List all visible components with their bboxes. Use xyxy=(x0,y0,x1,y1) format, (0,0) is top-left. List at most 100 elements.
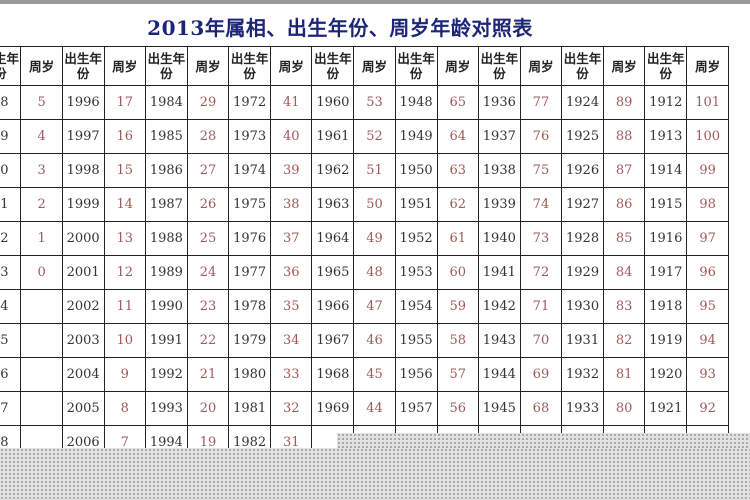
table-row: 0851996171984291972411960531948651936771… xyxy=(0,85,729,120)
table-row: 0941997161985281973401961521949641937761… xyxy=(0,119,729,154)
header-birth-year: 出生年份 xyxy=(61,46,105,86)
birth-year-cell: 1977 xyxy=(228,255,272,290)
birth-year-cell: 1942 xyxy=(477,289,521,324)
header-age: 周岁 xyxy=(436,46,479,86)
age-cell: 58 xyxy=(436,323,479,358)
age-cell: 57 xyxy=(436,357,479,392)
age-cell: 83 xyxy=(602,289,646,324)
birth-year-cell: 1953 xyxy=(394,255,438,290)
birth-year-cell: 1974 xyxy=(228,153,272,188)
birth-year-cell: 1957 xyxy=(394,391,438,426)
header-birth-year: 出生年份 xyxy=(644,46,688,86)
age-cell: 16 xyxy=(103,119,146,154)
age-cell: 38 xyxy=(270,187,313,222)
age-cell: 21 xyxy=(186,357,230,392)
age-cell: 68 xyxy=(519,391,563,426)
age-cell: 28 xyxy=(186,119,230,154)
age-cell: 81 xyxy=(602,357,646,392)
birth-year-cell: 1992 xyxy=(144,357,188,392)
age-cell: 39 xyxy=(270,153,313,188)
title-text: 2013年属相、出生年份、周岁年龄对照表 xyxy=(147,16,533,40)
age-cell: 52 xyxy=(353,119,396,154)
header-age: 周岁 xyxy=(20,46,63,86)
age-cell: 75 xyxy=(519,153,563,188)
age-cell: 0 xyxy=(20,255,63,290)
zodiac-age-table: 出生年份周岁出生年份周岁出生年份周岁出生年份周岁出生年份周岁出生年份周岁出生年份… xyxy=(0,46,729,460)
birth-year-cell: 1914 xyxy=(644,153,688,188)
age-cell: 36 xyxy=(270,255,313,290)
age-cell: 24 xyxy=(186,255,230,290)
age-cell xyxy=(20,391,63,426)
age-cell: 45 xyxy=(353,357,396,392)
birth-year-cell: 1972 xyxy=(228,85,272,120)
age-cell: 92 xyxy=(686,391,729,426)
age-cell: 17 xyxy=(103,85,146,120)
age-cell: 101 xyxy=(686,85,729,120)
age-cell: 56 xyxy=(436,391,479,426)
age-cell: 62 xyxy=(436,187,479,222)
age-cell: 97 xyxy=(686,221,729,256)
header-birth-year: 出生年份 xyxy=(394,46,438,86)
birth-year-cell: 1950 xyxy=(394,153,438,188)
birth-year-cell: 17 xyxy=(0,391,22,426)
age-cell: 60 xyxy=(436,255,479,290)
header-age: 周岁 xyxy=(270,46,313,86)
birth-year-cell: 1966 xyxy=(311,289,355,324)
birth-year-cell: 1997 xyxy=(61,119,105,154)
birth-year-cell: 1915 xyxy=(644,187,688,222)
header-birth-year: 出生年份 xyxy=(311,46,355,86)
birth-year-cell: 1984 xyxy=(144,85,188,120)
birth-year-cell: 1938 xyxy=(477,153,521,188)
age-cell: 32 xyxy=(270,391,313,426)
age-cell: 1 xyxy=(20,221,63,256)
birth-year-cell: 1918 xyxy=(644,289,688,324)
age-cell: 82 xyxy=(602,323,646,358)
age-cell: 11 xyxy=(103,289,146,324)
birth-year-cell: 1932 xyxy=(561,357,604,392)
birth-year-cell: 1978 xyxy=(228,289,272,324)
age-cell: 26 xyxy=(186,187,230,222)
birth-year-cell: 1943 xyxy=(477,323,521,358)
birth-year-cell: 1961 xyxy=(311,119,355,154)
age-cell: 84 xyxy=(602,255,646,290)
age-cell: 96 xyxy=(686,255,729,290)
birth-year-cell: 1925 xyxy=(561,119,604,154)
birth-year-cell: 1998 xyxy=(61,153,105,188)
birth-year-cell: 1990 xyxy=(144,289,188,324)
birth-year-cell: 15 xyxy=(0,323,22,358)
birth-year-cell: 1927 xyxy=(561,187,604,222)
top-border xyxy=(0,0,750,4)
age-cell: 22 xyxy=(186,323,230,358)
age-cell: 4 xyxy=(20,119,63,154)
image-overlay xyxy=(0,448,750,500)
age-cell: 23 xyxy=(186,289,230,324)
birth-year-cell: 1985 xyxy=(144,119,188,154)
birth-year-cell: 1980 xyxy=(228,357,272,392)
birth-year-cell: 1956 xyxy=(394,357,438,392)
birth-year-cell: 1941 xyxy=(477,255,521,290)
age-cell: 3 xyxy=(20,153,63,188)
birth-year-cell: 1951 xyxy=(394,187,438,222)
age-cell: 27 xyxy=(186,153,230,188)
header-age: 周岁 xyxy=(186,46,230,86)
age-cell: 51 xyxy=(353,153,396,188)
birth-year-cell: 1969 xyxy=(311,391,355,426)
birth-year-cell: 1963 xyxy=(311,187,355,222)
birth-year-cell: 1993 xyxy=(144,391,188,426)
birth-year-cell: 2003 xyxy=(61,323,105,358)
birth-year-cell: 1986 xyxy=(144,153,188,188)
age-cell: 29 xyxy=(186,85,230,120)
header-age: 周岁 xyxy=(686,46,729,86)
birth-year-cell: 13 xyxy=(0,255,22,290)
header-birth-year: 出生年份 xyxy=(561,46,604,86)
birth-year-cell: 1913 xyxy=(644,119,688,154)
birth-year-cell: 09 xyxy=(0,119,22,154)
birth-year-cell: 1965 xyxy=(311,255,355,290)
birth-year-cell: 1930 xyxy=(561,289,604,324)
birth-year-cell: 1952 xyxy=(394,221,438,256)
birth-year-cell: 1979 xyxy=(228,323,272,358)
age-cell: 34 xyxy=(270,323,313,358)
age-cell: 77 xyxy=(519,85,563,120)
table-row: 1420021119902319783519664719545919427119… xyxy=(0,289,729,324)
birth-year-cell: 1960 xyxy=(311,85,355,120)
